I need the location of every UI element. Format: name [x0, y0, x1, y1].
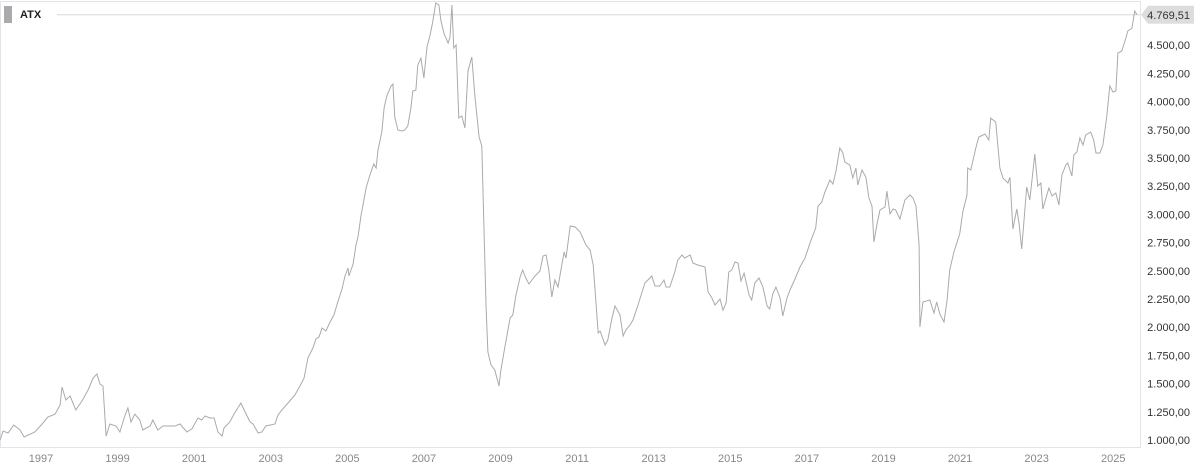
legend-swatch-atx [4, 6, 12, 23]
x-tick-label: 2009 [488, 453, 512, 465]
x-tick-label: 2001 [182, 453, 206, 465]
y-tick-label: 1.000,00 [1147, 435, 1190, 447]
x-tick-label: 2017 [795, 453, 819, 465]
y-tick-label: 1.500,00 [1147, 379, 1190, 391]
x-tick-label: 2007 [412, 453, 436, 465]
y-tick-label: 3.000,00 [1147, 209, 1190, 221]
x-tick-label: 1997 [29, 453, 53, 465]
y-tick-label: 3.750,00 [1147, 125, 1190, 137]
y-tick-label: 3.500,00 [1147, 153, 1190, 165]
x-tick-label: 2013 [641, 453, 665, 465]
x-tick-label: 2019 [871, 453, 895, 465]
y-tick-label: 4.000,00 [1147, 97, 1190, 109]
y-tick-label: 1.250,00 [1147, 407, 1190, 419]
x-tick-label: 2015 [718, 453, 742, 465]
y-tick-label: 2.250,00 [1147, 294, 1190, 306]
x-tick-label: 2011 [565, 453, 589, 465]
y-axis: 1.000,00 1.250,00 1.500,00 1.750,00 2.000,00… [1147, 40, 1190, 447]
y-tick-label: 2.750,00 [1147, 238, 1190, 250]
legend-label-atx: ATX [20, 8, 42, 21]
x-tick-label: 2021 [948, 453, 972, 465]
y-tick-label: 2.500,00 [1147, 266, 1190, 278]
x-tick-label: 1999 [105, 453, 129, 465]
last-value-tag-background [1141, 5, 1194, 24]
last-value-tag: 4.769,51 [1141, 5, 1194, 24]
x-axis: 1997 1999 2001 2003 2005 2007 2009 2011 2013 2015… [29, 453, 1126, 465]
series-line-atx [0, 2, 1138, 441]
x-tick-label: 2023 [1024, 453, 1048, 465]
y-tick-label: 3.250,00 [1147, 181, 1190, 193]
last-value-label: 4.769,51 [1147, 10, 1190, 22]
x-tick-label: 2003 [259, 453, 283, 465]
legend[interactable]: ATX [4, 6, 41, 23]
y-tick-label: 4.250,00 [1147, 68, 1190, 80]
x-tick-label: 2025 [1101, 453, 1125, 465]
plot-area [0, 1, 1141, 448]
y-tick-label: 1.750,00 [1147, 350, 1190, 362]
y-tick-label: 4.500,00 [1147, 40, 1190, 52]
y-tick-label: 2.000,00 [1147, 322, 1190, 334]
x-tick-label: 2005 [335, 453, 359, 465]
